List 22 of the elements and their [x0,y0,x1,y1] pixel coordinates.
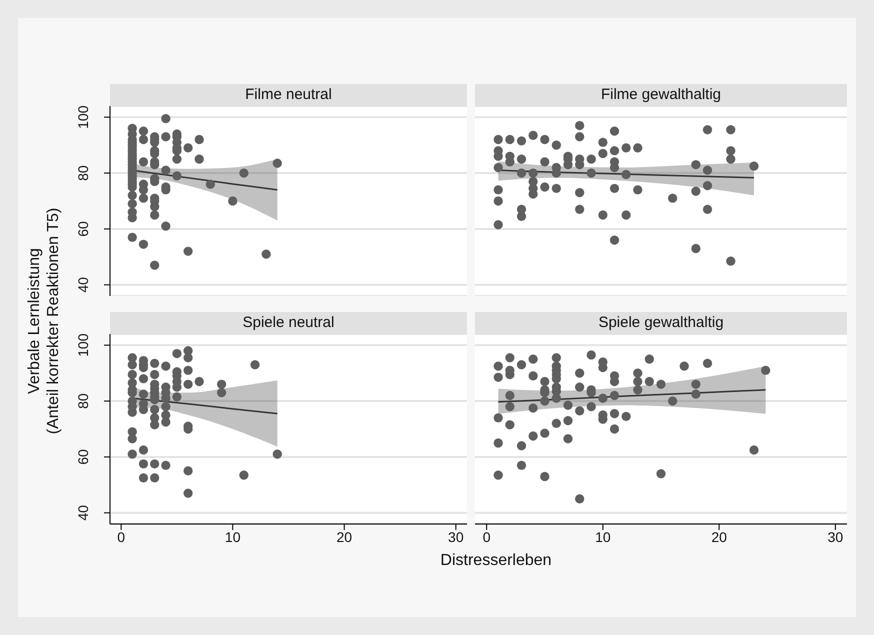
y-tick-label: 40 [75,504,91,521]
y-tick-label: 80 [75,165,91,181]
x-tick-label: 30 [448,528,464,545]
x-tick-label: 20 [711,528,728,545]
x-tick-label: 20 [336,528,352,545]
chart-title: Spiele neutral [110,312,467,334]
y-axis-title: Verbale Lernleistung (Anteil korrekter Reaktionen T5) [25,206,63,436]
y-tick-label: 40 [75,276,91,293]
chart-title: Filme gewalthaltig [475,84,847,106]
x-tick-label: 0 [117,528,126,545]
x-tick-label: 10 [224,528,241,545]
chart-title: Spiele gewalthaltig [475,312,847,334]
y-tick-label: 100 [75,105,91,129]
chart-title: Filme neutral [110,84,467,106]
x-tick-label: 0 [482,528,491,545]
y-tick-label: 60 [75,220,91,237]
x-tick-label: 10 [595,528,611,545]
y-tick-label: 60 [75,448,91,465]
y-tick-label: 100 [75,333,91,357]
y-tick-label: 80 [75,393,91,409]
x-tick-label: 30 [828,528,844,545]
x-axis-title: Distresserleben [439,552,553,570]
